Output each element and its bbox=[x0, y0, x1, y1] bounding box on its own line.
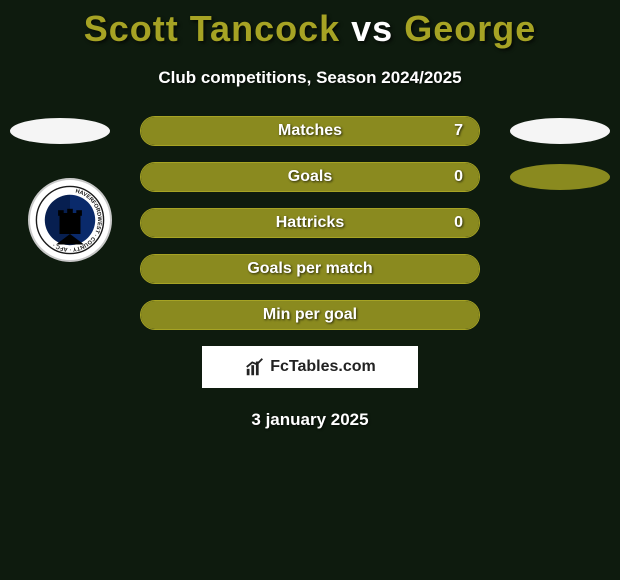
stat-bar: Goals 0 bbox=[140, 162, 480, 192]
stat-label: Goals per match bbox=[247, 260, 372, 278]
stat-label: Hattricks bbox=[276, 214, 344, 232]
date-label: 3 january 2025 bbox=[0, 410, 620, 430]
brand-text: FcTables.com bbox=[270, 358, 376, 376]
stat-bar: Min per goal bbox=[140, 300, 480, 330]
stat-label: Matches bbox=[278, 122, 342, 140]
stat-bar: Goals per match bbox=[140, 254, 480, 284]
stat-label: Goals bbox=[288, 168, 332, 186]
stat-label: Min per goal bbox=[263, 306, 357, 324]
brand-box: FcTables.com bbox=[202, 346, 418, 388]
club-badge-icon: HAVERFORDWEST · COUNTY · AFC · bbox=[35, 185, 105, 255]
right-pill bbox=[510, 164, 610, 190]
page-title: Scott Tancock vs George bbox=[0, 0, 620, 50]
title-player2: George bbox=[404, 8, 536, 49]
stat-value: 0 bbox=[454, 214, 463, 232]
right-pill bbox=[510, 118, 610, 144]
subtitle: Club competitions, Season 2024/2025 bbox=[0, 68, 620, 88]
club-badge: HAVERFORDWEST · COUNTY · AFC · bbox=[28, 178, 112, 262]
stat-row: Matches 7 bbox=[0, 116, 620, 146]
title-vs: vs bbox=[351, 8, 393, 49]
title-player1: Scott Tancock bbox=[84, 8, 340, 49]
stat-value: 7 bbox=[454, 122, 463, 140]
stat-bar: Hattricks 0 bbox=[140, 208, 480, 238]
stat-value: 0 bbox=[454, 168, 463, 186]
chart-icon bbox=[244, 356, 266, 378]
stat-row: Min per goal bbox=[0, 300, 620, 330]
left-pill bbox=[10, 118, 110, 144]
stat-bar: Matches 7 bbox=[140, 116, 480, 146]
stat-row: Goals per match bbox=[0, 254, 620, 284]
